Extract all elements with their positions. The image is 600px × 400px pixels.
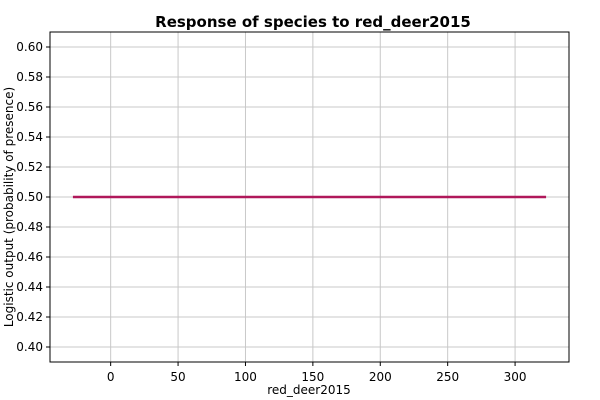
y-tick-label: 0.48 — [16, 220, 43, 234]
y-tick-label: 0.44 — [16, 280, 43, 294]
y-axis-label: Logistic output (probability of presence… — [2, 87, 16, 327]
x-tick-label: 0 — [107, 370, 115, 384]
ticks — [46, 46, 516, 366]
x-tick-label: 200 — [369, 370, 392, 384]
x-tick-label: 250 — [436, 370, 459, 384]
y-tick-label: 0.42 — [16, 310, 43, 324]
y-tick-label: 0.50 — [16, 190, 43, 204]
x-tick-label: 50 — [170, 370, 185, 384]
x-tick-label: 150 — [301, 370, 324, 384]
y-tick-label: 0.40 — [16, 340, 43, 354]
y-tick-label: 0.56 — [16, 100, 43, 114]
plot-border — [49, 31, 570, 363]
y-tick-label: 0.54 — [16, 130, 43, 144]
y-tick-label: 0.46 — [16, 250, 43, 264]
x-tick-label: 300 — [504, 370, 527, 384]
chart-title: Response of species to red_deer2015 — [155, 13, 471, 31]
y-tick-label: 0.52 — [16, 160, 43, 174]
grid — [50, 32, 569, 362]
y-tick-label: 0.60 — [16, 40, 43, 54]
y-tick-label: 0.58 — [16, 70, 43, 84]
x-axis-label: red_deer2015 — [267, 383, 351, 397]
x-tick-label: 100 — [234, 370, 257, 384]
tick-labels: 0 50 100 150 200 250 300 0.40 0.42 0.44 0.46 0.48 0.… — [16, 40, 526, 384]
